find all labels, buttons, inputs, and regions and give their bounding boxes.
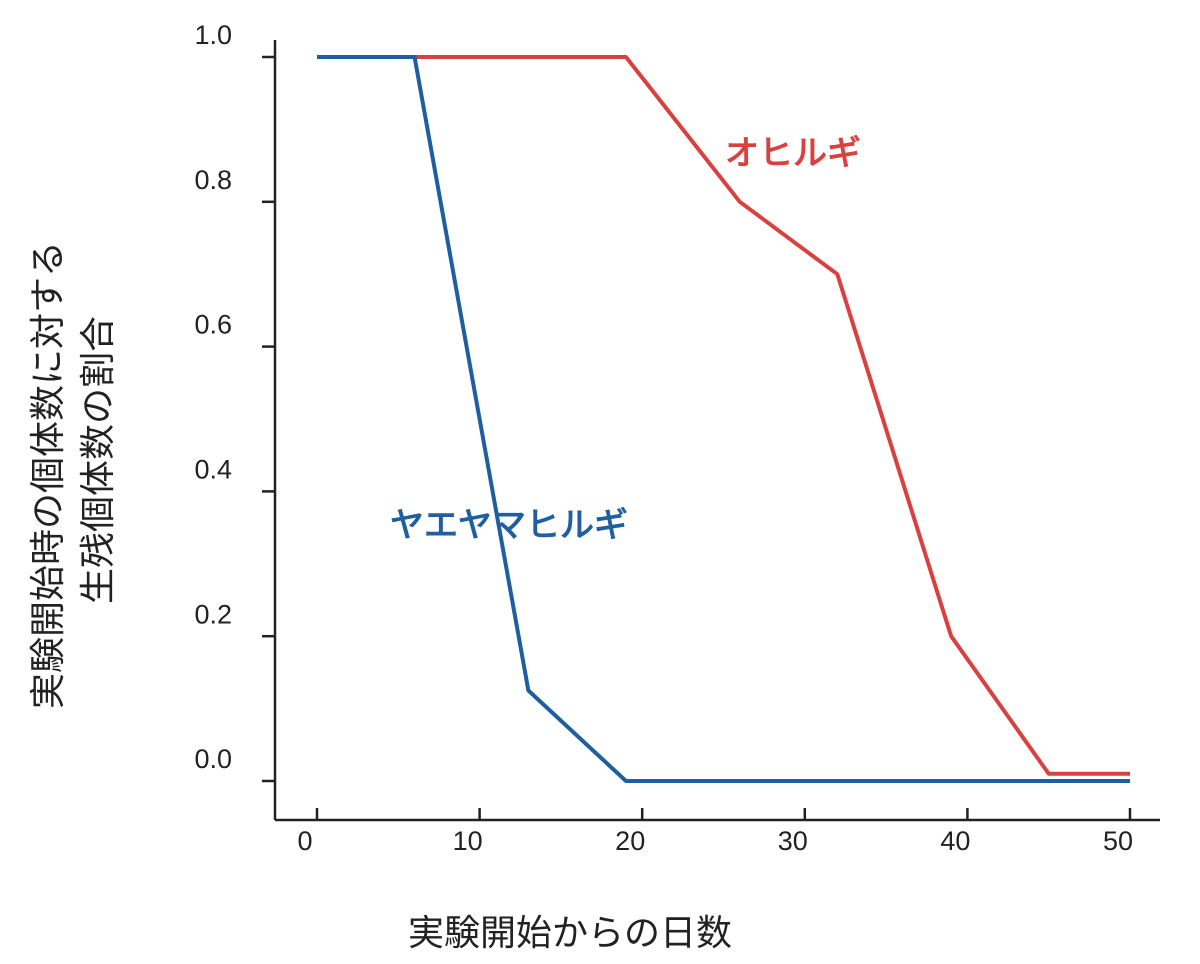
x-tick-label: 0 [297, 826, 312, 856]
y-tick-label: 0.2 [194, 599, 232, 629]
x-tick-label: 10 [453, 826, 483, 856]
y-axis-label: 実験開始時の個体数に対する [28, 241, 69, 709]
y-tick-label: 0.8 [194, 165, 232, 195]
line-series [317, 55, 1130, 783]
x-tick-label: 20 [615, 826, 645, 856]
series-label: ヤエヤマヒルギ [390, 506, 628, 546]
x-tick-label: 40 [940, 826, 970, 856]
line-series [317, 55, 1130, 776]
series-label: オヒルギ [725, 134, 861, 174]
x-tick-label: 30 [778, 826, 808, 856]
y-axis-label: 生残個体数の割合 [78, 316, 119, 604]
x-tick-label: 50 [1103, 826, 1133, 856]
x-axis-label: 実験開始からの日数 [408, 913, 732, 954]
y-tick-label: 0.4 [194, 455, 232, 485]
y-tick-label: 0.0 [194, 744, 232, 774]
y-tick-label: 1.0 [194, 20, 232, 50]
y-tick-label: 0.6 [194, 310, 232, 340]
